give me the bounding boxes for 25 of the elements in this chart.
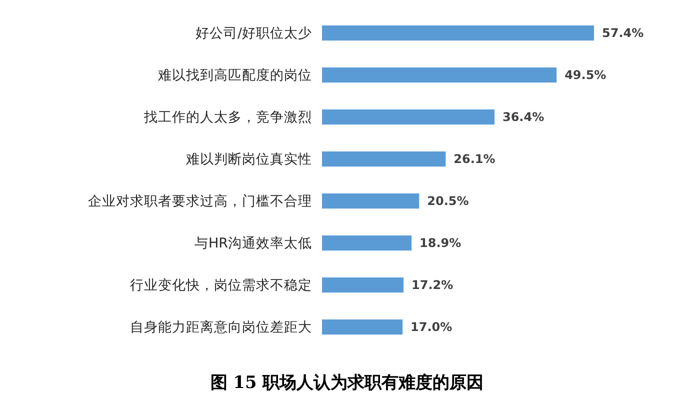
data-label: 20.5% [427,194,469,208]
y-tick-label: 自身能力距离意向岗位差距大 [130,320,312,336]
bar [322,109,494,125]
text: 图 15 职场人认为求职有难度的原因 [210,373,484,393]
data-label: 18.9% [420,236,462,250]
data-label: 49.5% [564,68,606,82]
bar [322,151,446,167]
y-tick-label: 好公司/好职位太少 [195,26,312,42]
bar [322,277,404,293]
bar [322,319,403,335]
data-label: 36.4% [502,110,544,124]
y-tick-label: 难以找到高匹配度的岗位 [157,68,312,84]
y-tick-label: 企业对求职者要求过高，门槛不合理 [88,194,312,210]
y-tick-label: 行业变化快，岗位需求不稳定 [130,278,312,294]
data-label: 17.0% [410,320,452,334]
bar [322,67,557,83]
data-label: 57.4% [602,26,644,40]
bar [322,235,412,251]
data-label: 26.1% [454,152,496,166]
bar [322,25,594,41]
data-label: 17.2% [412,278,454,292]
bar [322,193,420,209]
y-tick-label: 找工作的人太多，竞争激烈 [143,110,312,126]
y-tick-label: 与HR沟通效率太低 [194,236,312,252]
y-tick-label: 难以判断岗位真实性 [185,152,312,168]
